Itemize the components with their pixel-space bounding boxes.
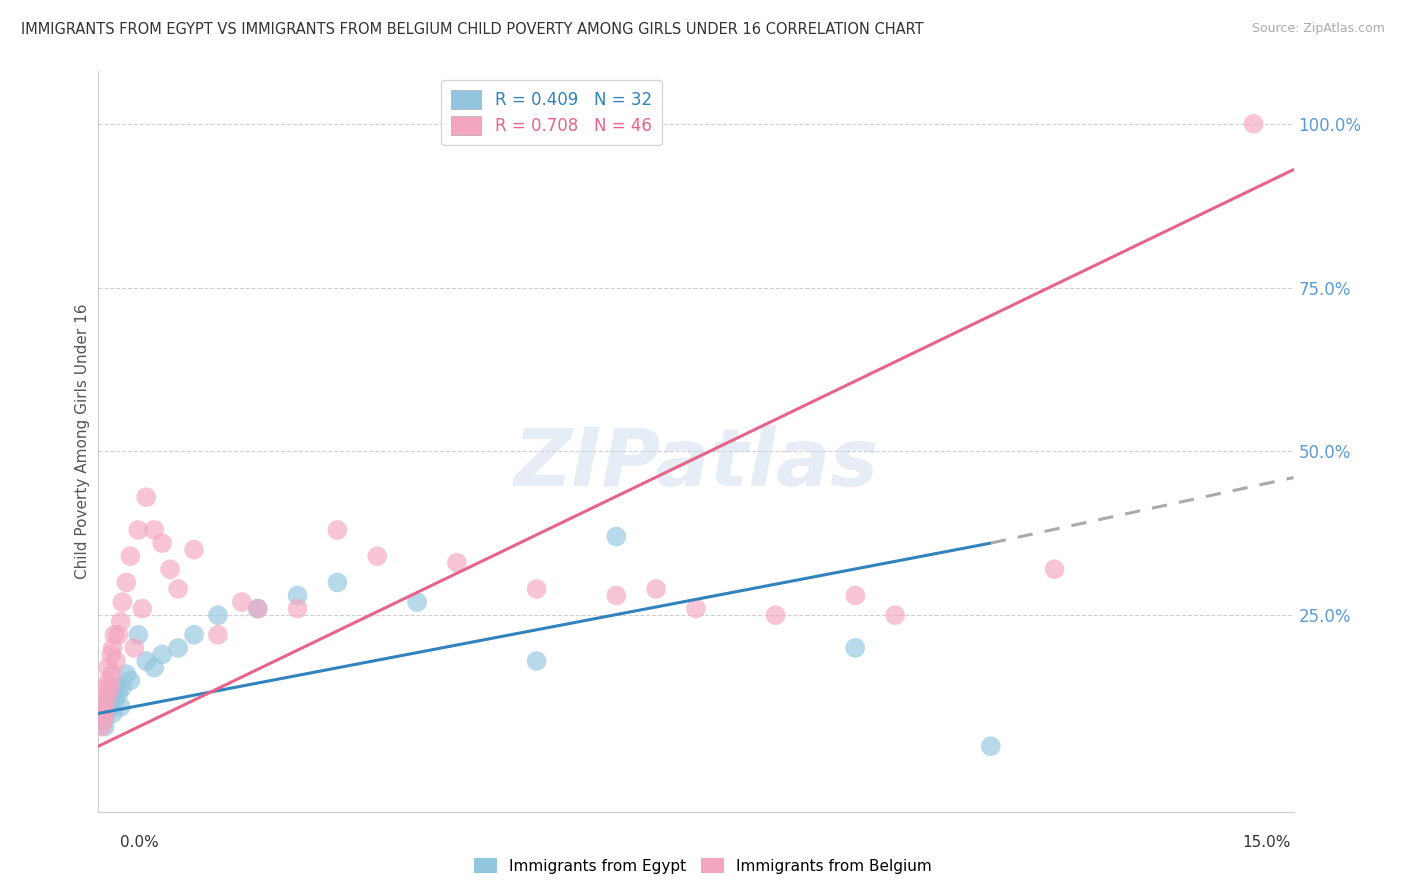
Point (103, 628, 125, 642)
Point (287, 589, 309, 603)
Point (97, 673, 120, 688)
Point (143, 660, 166, 674)
Point (526, 582, 548, 596)
Point (1243, 117, 1265, 131)
Point (605, 530, 627, 544)
Point (605, 589, 627, 603)
Point (159, 562, 181, 576)
Legend: Immigrants from Egypt, Immigrants from Belgium: Immigrants from Egypt, Immigrants from B… (468, 852, 938, 880)
Point (183, 628, 205, 642)
Point (120, 549, 142, 564)
Point (103, 693, 125, 707)
Point (93, 713, 115, 727)
Point (110, 699, 132, 714)
Point (111, 680, 134, 694)
Point (107, 628, 129, 642)
Text: IMMIGRANTS FROM EGYPT VS IMMIGRANTS FROM BELGIUM CHILD POVERTY AMONG GIRLS UNDER: IMMIGRANTS FROM EGYPT VS IMMIGRANTS FROM… (21, 22, 924, 37)
Point (844, 589, 866, 603)
Point (101, 687, 124, 701)
Point (96, 687, 118, 701)
Point (135, 490, 157, 504)
Point (135, 654, 157, 668)
Point (91, 706, 114, 721)
Point (94, 720, 117, 734)
Point (183, 542, 205, 557)
Point (884, 608, 907, 623)
Point (91, 713, 114, 727)
Text: Source: ZipAtlas.com: Source: ZipAtlas.com (1251, 22, 1385, 36)
Point (107, 687, 129, 701)
Point (765, 608, 787, 623)
Point (100, 648, 122, 662)
Point (645, 582, 668, 596)
Point (98, 680, 122, 694)
Point (90, 720, 112, 734)
Point (980, 739, 1002, 754)
Point (124, 640, 146, 655)
Point (91, 706, 114, 721)
Point (115, 575, 138, 590)
Point (167, 582, 190, 596)
Point (231, 595, 253, 609)
Point (94, 680, 117, 694)
Point (167, 640, 190, 655)
Point (207, 608, 229, 623)
Point (326, 523, 349, 537)
Point (406, 595, 429, 609)
Point (96, 706, 118, 721)
Point (94, 706, 117, 721)
Point (101, 706, 124, 721)
Y-axis label: Child Poverty Among Girls Under 16: Child Poverty Among Girls Under 16 (75, 304, 90, 579)
Point (150, 648, 173, 662)
Point (101, 640, 124, 655)
Point (246, 601, 269, 615)
Point (104, 654, 127, 668)
Text: ZIPatlas: ZIPatlas (513, 425, 879, 503)
Point (97, 693, 120, 707)
Point (115, 667, 138, 681)
Point (97, 660, 120, 674)
Point (1043, 562, 1066, 576)
Point (120, 673, 142, 688)
Point (366, 549, 388, 564)
Point (150, 536, 173, 550)
Point (110, 615, 132, 629)
Point (94, 699, 117, 714)
Point (326, 575, 349, 590)
Point (127, 628, 149, 642)
Point (844, 640, 866, 655)
Text: 0.0%: 0.0% (120, 836, 159, 850)
Legend: R = 0.409   N = 32, R = 0.708   N = 46: R = 0.409 N = 32, R = 0.708 N = 46 (441, 79, 662, 145)
Point (127, 523, 149, 537)
Point (246, 601, 269, 615)
Point (143, 523, 166, 537)
Point (207, 628, 229, 642)
Point (93, 699, 115, 714)
Point (98, 699, 122, 714)
Point (101, 667, 124, 681)
Point (104, 680, 127, 694)
Point (131, 601, 153, 615)
Point (111, 595, 134, 609)
Point (446, 556, 468, 570)
Point (97, 699, 120, 714)
Point (287, 601, 309, 615)
Text: 15.0%: 15.0% (1243, 836, 1291, 850)
Point (685, 601, 707, 615)
Point (526, 654, 548, 668)
Point (96, 693, 118, 707)
